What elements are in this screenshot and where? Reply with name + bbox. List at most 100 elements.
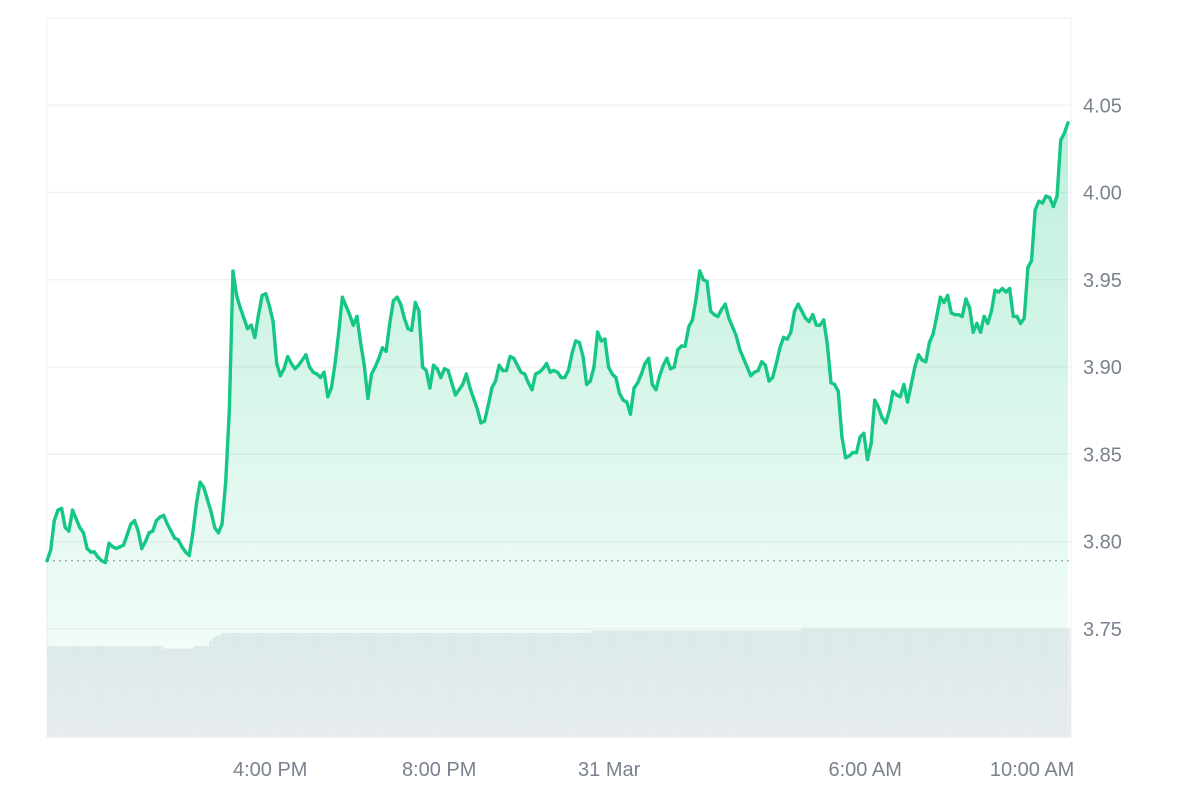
price-point — [815, 324, 818, 327]
price-point — [224, 481, 227, 484]
x-axis: 4:00 PM 8:00 PM 31 Mar 6:00 AM 10:00 AM — [233, 759, 1074, 781]
price-line-segment — [355, 314, 363, 345]
price-line-segment — [654, 374, 662, 392]
price-point — [417, 310, 420, 313]
price-point — [304, 353, 307, 356]
price-point — [727, 317, 730, 320]
price-point — [279, 374, 282, 377]
price-point — [1019, 322, 1022, 325]
price-point — [407, 327, 410, 330]
price-point — [1008, 287, 1011, 290]
price-line-segment — [136, 529, 144, 551]
y-tick-label: 3.85 — [1083, 444, 1122, 466]
price-line-segment — [417, 309, 425, 369]
price-line-segment — [770, 361, 778, 380]
price-line-segment — [883, 408, 892, 425]
price-point — [213, 526, 216, 529]
price-point — [374, 366, 377, 369]
price-point — [600, 339, 603, 342]
price-point — [64, 526, 67, 529]
price-point — [359, 341, 362, 344]
price-point — [148, 531, 151, 534]
price-point — [202, 486, 205, 489]
price-point — [180, 545, 183, 548]
price-line-segment — [778, 335, 786, 350]
price-line-segment — [935, 295, 943, 319]
price-line-segment — [45, 548, 53, 563]
price-line-segment — [191, 501, 199, 535]
price-point — [716, 315, 719, 318]
price-point — [709, 310, 712, 313]
price-line-segment — [723, 302, 731, 320]
price-point — [1037, 200, 1040, 203]
price-point — [541, 367, 544, 370]
price-point — [592, 366, 595, 369]
price-line-segment — [151, 518, 159, 533]
price-line-segment — [931, 314, 939, 336]
price-line-segment — [52, 508, 60, 523]
price-point — [975, 322, 978, 325]
price-point — [268, 304, 271, 307]
price-point — [250, 324, 253, 327]
price-point — [724, 303, 727, 306]
price-line-segment — [132, 518, 140, 533]
price-point — [476, 407, 479, 410]
price-line-segment — [978, 314, 986, 334]
price-line-segment — [304, 353, 312, 369]
price-point — [735, 334, 738, 337]
price-line-segment — [628, 386, 636, 416]
price-line-segment — [223, 408, 232, 484]
price-point — [720, 308, 723, 311]
price-line-segment — [475, 407, 483, 425]
price-point — [837, 390, 840, 393]
price-point — [800, 310, 803, 313]
price-point — [151, 530, 154, 533]
price-point — [1041, 201, 1044, 204]
price-point — [961, 315, 964, 318]
price-point — [585, 383, 588, 386]
price-point — [767, 379, 770, 382]
price-line-segment — [825, 342, 833, 385]
price-point — [144, 540, 147, 543]
price-point — [891, 390, 894, 393]
price-point — [1001, 287, 1004, 290]
price-point — [465, 373, 468, 376]
x-tick-label: 6:00 AM — [828, 759, 901, 781]
price-point — [199, 481, 202, 484]
price-point — [953, 313, 956, 316]
price-line-segment — [1022, 265, 1030, 320]
price-point — [458, 388, 461, 391]
price-point — [188, 554, 191, 557]
price-point — [560, 376, 563, 379]
x-tick-label: 4:00 PM — [233, 759, 307, 781]
price-point — [169, 530, 172, 533]
price-point — [403, 317, 406, 320]
price-line-segment — [238, 305, 246, 320]
price-point — [290, 362, 293, 365]
price-point — [782, 336, 785, 339]
price-point — [574, 339, 577, 342]
price-point — [498, 364, 501, 367]
price-point — [1034, 208, 1037, 211]
price-point — [1023, 317, 1026, 320]
price-point — [137, 530, 140, 533]
price-point — [851, 451, 854, 454]
price-point — [308, 366, 311, 369]
price-point — [556, 371, 559, 374]
price-point — [603, 338, 606, 341]
price-point — [950, 311, 953, 314]
y-tick-label: 3.75 — [1083, 619, 1122, 641]
price-point — [589, 379, 592, 382]
price-line-segment — [986, 309, 994, 326]
price-line-segment — [388, 299, 396, 326]
price-line[interactable] — [45, 121, 1070, 565]
price-point — [808, 320, 811, 323]
price-line-segment — [1051, 194, 1059, 209]
price-line-segment — [446, 368, 454, 385]
y-tick-label: 4.00 — [1083, 183, 1122, 205]
price-point — [877, 406, 880, 409]
price-point — [159, 516, 162, 519]
price-point — [932, 332, 935, 335]
price-line-segment — [81, 531, 89, 551]
